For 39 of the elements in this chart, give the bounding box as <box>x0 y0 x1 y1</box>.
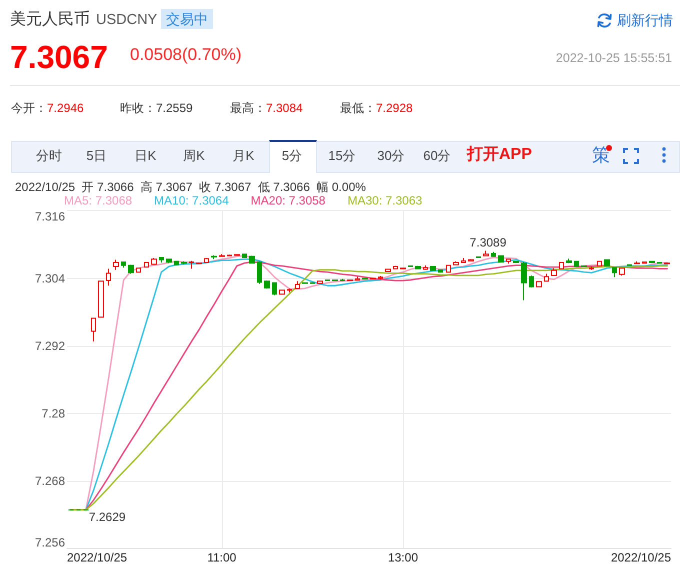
text: 昨收：7.2559 <box>120 101 193 115</box>
chart-subtitle: USDCNY <box>96 11 158 29</box>
text: 7.3067 <box>10 39 108 75</box>
text: 最高：7.3084 <box>230 101 303 115</box>
y-tick-label: 7.304 <box>34 271 66 286</box>
y-tick-label: 7.256 <box>34 536 66 550</box>
text: 15分 <box>328 147 356 164</box>
x-tick-label: 11:00 <box>207 550 237 565</box>
text: 2022-10-25 15:55:51 <box>556 50 672 66</box>
text: 30分 <box>377 147 405 164</box>
text: 60分 <box>423 147 451 164</box>
text: 5分 <box>282 147 302 164</box>
y-tick-label: 7.28 <box>42 406 66 420</box>
text: 打开APP <box>467 145 532 165</box>
text: 刷新行情 <box>617 11 673 29</box>
text: 0.0508(0.70%) <box>130 45 242 65</box>
x-tick-label: 13:00 <box>388 550 418 565</box>
text: 策 <box>592 145 610 166</box>
text: MA10: 7.3064 <box>154 194 230 208</box>
text: 最低：7.2928 <box>340 101 413 115</box>
x-tick-label: 2022/10/25 <box>610 550 672 565</box>
x-tick-label: 2022/10/25 <box>67 550 128 565</box>
text: 日K <box>134 147 156 164</box>
annotation: 7.3089 <box>470 236 507 250</box>
y-tick-label: 7.268 <box>34 474 66 488</box>
y-tick-label: 7.292 <box>34 338 66 353</box>
text: MA30: 7.3063 <box>347 194 423 208</box>
text: 交易中 <box>161 9 213 29</box>
text: 分时 <box>36 147 62 164</box>
text: 5日 <box>86 147 107 164</box>
text: 2022/10/25 开 7.3066 高 7.3067 收 7.3067 低 7.3066 幅 0.00% <box>15 179 366 195</box>
text: MA20: 7.3058 <box>250 194 326 208</box>
text: 周K <box>183 147 205 164</box>
chart-title: 美元人民币 <box>10 10 90 30</box>
text: 月K <box>232 147 254 164</box>
annotation: 7.2629 <box>88 510 126 524</box>
text: 今开：7.2946 <box>11 101 84 115</box>
y-tick-label: 7.316 <box>34 210 66 224</box>
text: MA5: 7.3068 <box>64 194 132 208</box>
